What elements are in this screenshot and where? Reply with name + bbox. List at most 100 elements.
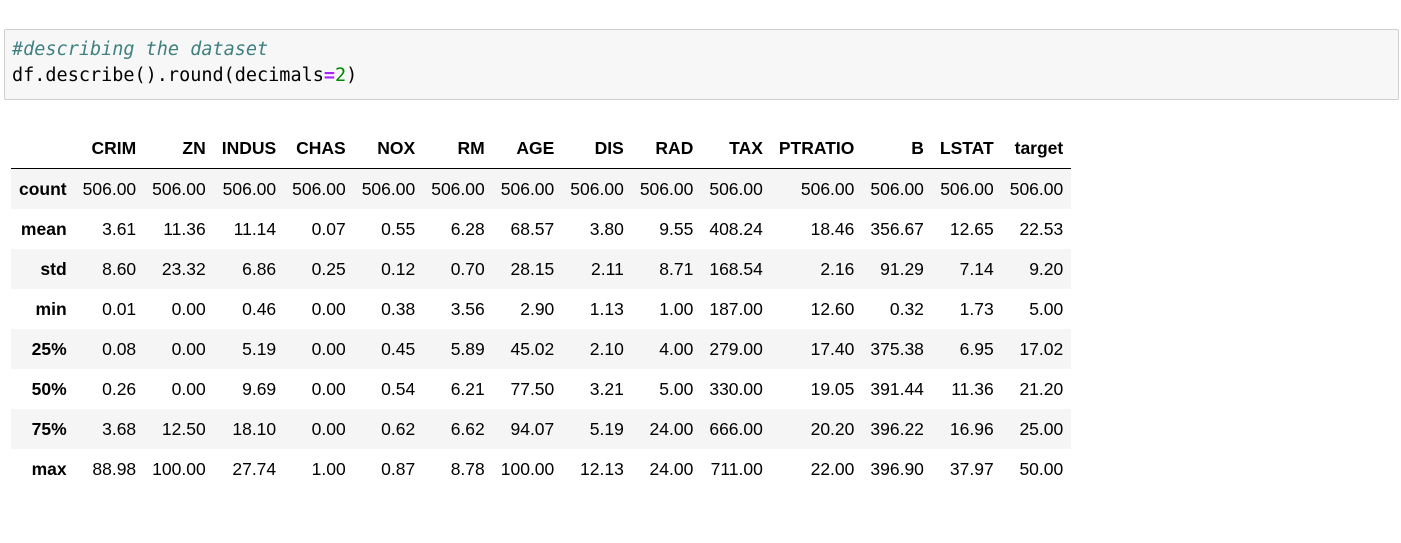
table-cell: 0.00 (171, 298, 206, 319)
table-cell: 5.19 (242, 338, 277, 359)
code-line-comment: #describing the dataset (12, 39, 268, 60)
table-cell: 8.71 (659, 258, 694, 279)
table-cell: 25.00 (1019, 418, 1064, 439)
table-cell: 279.00 (709, 338, 763, 359)
table-cell: 23.32 (161, 258, 206, 279)
row-label: count (19, 178, 67, 199)
column-header: LSTAT (931, 128, 1002, 169)
table-cell: 6.21 (450, 378, 485, 399)
table-cell: 0.38 (381, 298, 416, 319)
table-cell: 77.50 (510, 378, 555, 399)
table-cell: 2.16 (820, 258, 855, 279)
table-cell: 0.00 (171, 338, 206, 359)
table-cell: 506.00 (292, 178, 346, 199)
table-cell: 9.55 (659, 218, 694, 239)
table-cell: 506.00 (870, 178, 924, 199)
table-cell: 11.36 (163, 218, 206, 239)
table-cell: 24.00 (649, 458, 694, 479)
table-cell: 2.90 (520, 298, 555, 319)
table-cell: 2.10 (589, 338, 624, 359)
table-cell: 396.90 (870, 458, 924, 479)
table-cell: 506.00 (1009, 178, 1064, 199)
table-cell: 50.00 (1019, 458, 1064, 479)
table-row: std 8.60 23.32 6.86 0.25 0.12 0.70 28.15 2.11 8.7… (11, 249, 1072, 289)
column-header: B (862, 128, 932, 169)
table-cell: 20.20 (810, 418, 855, 439)
row-label: std (40, 258, 67, 279)
table-cell: 0.55 (381, 218, 416, 239)
table-cell: 506.00 (431, 178, 485, 199)
table-cell: 0.54 (381, 378, 416, 399)
table-row: 50% 0.26 0.00 9.69 0.00 0.54 6.21 77.50 3.21 5.00… (11, 369, 1071, 409)
table-cell: 11.14 (233, 218, 277, 239)
row-label: 75% (31, 418, 67, 439)
table-cell: 187.00 (709, 298, 763, 319)
table-cell: 0.46 (242, 298, 277, 319)
table-cell: 8.60 (102, 258, 137, 279)
table-row: count 506.00 506.00 506.00 506.00 506.00 506.0… (11, 168, 1072, 209)
table-cell: 506.00 (800, 178, 855, 199)
table-cell: 16.96 (949, 418, 994, 439)
table-cell: 0.32 (889, 298, 924, 319)
code-call: df.describe().round(decimals (12, 65, 324, 86)
table-cell: 6.62 (450, 418, 485, 439)
row-label: max (31, 458, 67, 479)
table-cell: 6.86 (242, 258, 277, 279)
table-cell: 1.13 (589, 298, 624, 319)
code-comment: #describing the dataset (12, 39, 269, 60)
table-cell: 9.20 (1029, 258, 1064, 279)
table-cell: 666.00 (709, 418, 763, 439)
table-cell: 506.00 (152, 178, 206, 199)
code-line-statement: df.describe().round(decimals=2) (12, 65, 357, 86)
column-header: ZN (144, 128, 214, 169)
table-cell: 17.40 (810, 338, 855, 359)
table-cell: 2.11 (591, 258, 624, 279)
table-cell: 506.00 (222, 178, 277, 199)
table-cell: 18.10 (232, 418, 277, 439)
code-cell-input[interactable]: #describing the dataset df.describe().ro… (4, 29, 1399, 100)
column-header: RM (423, 128, 493, 169)
column-header: CHAS (284, 128, 354, 169)
table-cell: 506.00 (82, 178, 137, 199)
code-number: 2 (335, 65, 347, 86)
table-cell: 6.95 (959, 338, 994, 359)
table-cell: 0.12 (381, 258, 416, 279)
table-cell: 0.25 (311, 258, 346, 279)
table-cell: 506.00 (361, 178, 416, 199)
table-cell: 0.45 (381, 338, 416, 359)
table-cell: 45.02 (510, 338, 555, 359)
table-cell: 88.98 (92, 458, 137, 479)
table-cell: 3.68 (102, 418, 137, 439)
table-cell: 17.02 (1019, 338, 1064, 359)
table-cell: 6.28 (450, 218, 485, 239)
table-cell: 22.00 (810, 458, 855, 479)
row-label: 50% (31, 378, 67, 399)
row-label: 25% (31, 338, 67, 359)
table-cell: 100.00 (500, 458, 555, 479)
table-cell: 506.00 (639, 178, 694, 199)
table-cell: 5.00 (1029, 298, 1064, 319)
table-cell: 94.07 (510, 418, 555, 439)
table-cell: 5.00 (659, 378, 694, 399)
table-cell: 22.53 (1019, 218, 1064, 239)
column-header: INDUS (213, 128, 285, 169)
table-cell: 506.00 (570, 178, 624, 199)
column-header: TAX (701, 128, 771, 169)
table-cell: 0.08 (102, 338, 137, 359)
column-header: DIS (562, 128, 632, 169)
table-row: 25% 0.08 0.00 5.19 0.00 0.45 5.89 45.02 2.10 4.00… (11, 329, 1072, 369)
table-cell: 396.22 (870, 418, 924, 439)
table-cell: 24.00 (649, 418, 694, 439)
table-cell: 0.26 (102, 378, 137, 399)
table-cell: 18.46 (810, 218, 855, 239)
code-closing-paren: ) (346, 65, 358, 86)
describe-output-table: CRIM ZN INDUS CHAS NOX RM AGE DIS RAD TAX PTRATIO B… (11, 128, 1072, 489)
corner-header (11, 128, 75, 169)
table-cell: 9.69 (242, 378, 277, 399)
table-cell: 3.61 (102, 218, 137, 239)
table-cell: 100.00 (152, 458, 206, 479)
table-cell: 0.00 (311, 298, 346, 319)
table-row: min 0.01 0.00 0.46 0.00 0.38 3.56 2.90 1.13 1.00 1… (11, 289, 1071, 329)
table-cell: 0.00 (311, 338, 346, 359)
table-cell: 28.15 (510, 258, 555, 279)
